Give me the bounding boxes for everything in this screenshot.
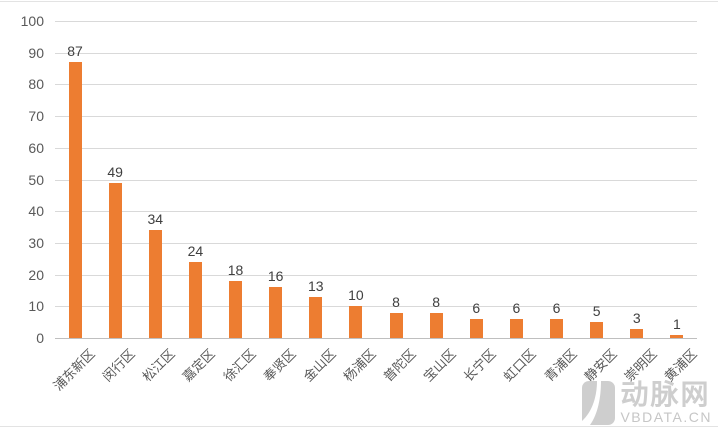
bar [108,182,122,338]
bar-value-label: 8 [432,293,441,310]
y-axis-tick-label: 10 [28,298,44,315]
x-axis-line [55,338,697,339]
bar-slot: 24 嘉定区 [175,21,218,384]
bar-slot: 10 杨浦区 [336,21,378,384]
bar-value-label: 6 [552,299,561,316]
x-axis-label: 闵行区 [99,346,138,385]
bar [309,296,323,338]
bar-value-label: 8 [392,293,400,310]
bar [509,318,523,338]
watermark-brand-name: 动脉网 [620,378,711,410]
y-axis-tick-label: 40 [28,203,44,220]
x-axis-label: 青浦区 [541,346,580,385]
x-axis-label: 普陀区 [380,346,419,385]
bar [389,312,403,338]
x-axis-label: 杨浦区 [340,346,379,385]
bar-value-label: 87 [67,43,83,60]
plot-area: 87 浦东新区 49 闵行区 34 松江区 24 嘉定区 18 徐汇区 16 奉贤区 13 金山区 10 杨浦… [50,21,700,394]
x-axis-label: 徐汇区 [220,346,259,385]
bar-value-label: 16 [267,268,284,285]
bar [630,328,644,338]
bar-slot: 13 金山区 [296,21,338,385]
x-axis-label: 松江区 [139,346,179,385]
bar [469,318,483,338]
bar-value-label: 34 [147,211,164,228]
gridline [55,147,697,149]
x-axis-label: 宝山区 [420,346,459,385]
bar-value-label: 10 [348,287,364,304]
bar-slot: 6 长宁区 [456,21,499,384]
watermark: 动脉网 VBDATA.CN [582,378,712,425]
bar-slot: 34 松江区 [135,21,178,384]
bar-slot: 1 黄浦区 [657,21,699,384]
top-divider [0,1,718,2]
bar-slot: 5 静安区 [577,21,619,384]
bar [148,230,162,338]
vbdata-logo-icon [582,381,616,425]
watermark-domain: VBDATA.CN [620,408,712,425]
y-axis-tick-label: 100 [20,13,44,29]
bottom-divider [0,426,718,427]
gridline [55,211,697,213]
x-axis-label: 虹口区 [500,346,540,385]
gridline [55,306,697,308]
bar-value-label: 1 [673,315,681,332]
gridline [55,274,697,276]
bar [550,318,564,338]
bar-value-label: 24 [187,242,204,259]
bar-slot: 87 浦东新区 [50,21,97,393]
bar-slot: 8 宝山区 [416,21,459,385]
bar [188,261,202,338]
y-axis-tick-label: 20 [28,266,44,283]
y-axis-tick-label: 70 [28,108,44,125]
x-axis-label: 浦东新区 [50,346,98,394]
gridline [55,179,697,181]
gridline [55,21,697,22]
bar-slot: 49 闵行区 [95,21,138,385]
bar-value-label: 6 [472,299,481,316]
y-axis-tick-label: 90 [28,44,44,61]
bar-value-label: 13 [308,277,324,294]
bar [670,334,684,338]
bar [68,62,82,338]
bar-slot: 16 奉贤区 [256,21,298,384]
bar [590,322,604,338]
x-axis-label: 嘉定区 [179,346,219,385]
bar-slot: 6 青浦区 [537,21,579,384]
gridline [55,84,697,86]
bar-slot: 8 普陀区 [376,21,419,385]
gridline [55,116,697,118]
y-axis-tick-label: 0 [36,330,44,346]
y-axis-tick-label: 50 [28,171,44,188]
bar-value-label: 5 [592,303,601,320]
x-axis-label: 金山区 [300,346,339,385]
bar-slot: 3 崇明区 [617,21,659,385]
bar-value-label: 18 [227,261,244,278]
bar-value-label: 3 [632,309,641,326]
y-axis-tick-label: 60 [28,139,44,156]
bar-slot: 6 虹口区 [496,21,539,384]
bar [229,280,243,338]
bars-container: 87 浦东新区 49 闵行区 34 松江区 24 嘉定区 18 徐汇区 16 奉贤区 13 金山区 10 杨浦… [50,21,699,393]
y-axis-tick-label: 80 [28,76,44,93]
gridline [55,242,697,244]
x-axis-label: 长宁区 [460,346,500,385]
bar [429,312,443,338]
bar-value-label: 49 [107,163,123,180]
gridline [55,52,697,54]
bar-slot: 18 徐汇区 [216,21,258,384]
y-axis-tick-label: 30 [28,234,44,251]
bar-value-label: 6 [512,299,521,316]
y-axis: 0 10 20 30 40 50 60 70 80 90 100 [0,13,44,346]
x-axis-label: 奉贤区 [260,346,299,385]
bar [269,287,283,338]
bar [349,306,363,338]
